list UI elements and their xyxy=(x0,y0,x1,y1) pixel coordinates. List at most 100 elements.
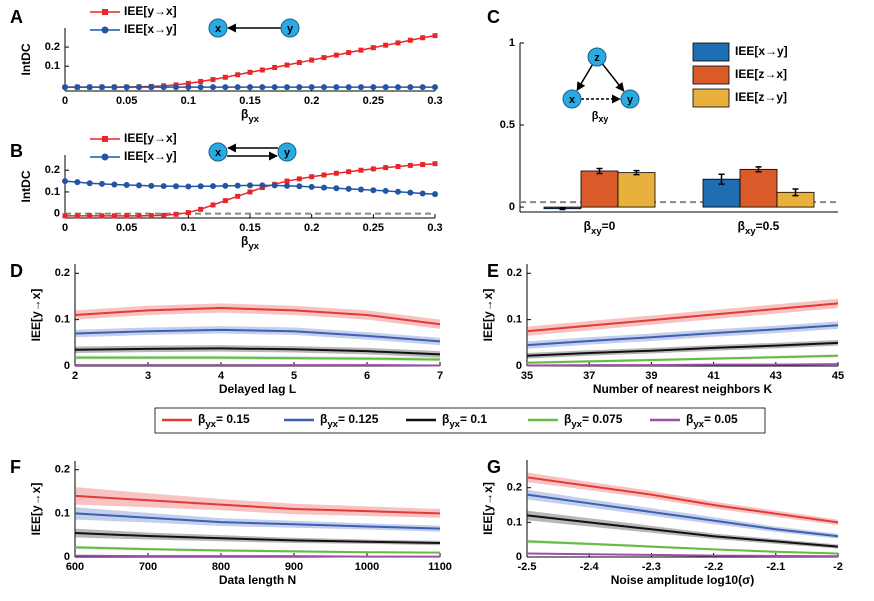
y-tick-label: 0.1 xyxy=(55,314,70,326)
marker xyxy=(358,84,364,91)
marker xyxy=(370,187,377,194)
marker xyxy=(284,84,290,91)
marker xyxy=(345,185,352,192)
text-part: xy xyxy=(598,114,608,124)
marker xyxy=(173,84,179,91)
text-part: =0.5 xyxy=(756,219,780,233)
legend-marker xyxy=(102,9,108,15)
diagram-node xyxy=(620,89,640,109)
marker xyxy=(321,55,327,61)
panel-label: A xyxy=(10,7,23,27)
diagram-node-label: x xyxy=(569,94,576,106)
marker xyxy=(370,166,376,172)
diagram-node-label: y xyxy=(284,147,291,159)
marker xyxy=(309,174,315,180)
text-part: yx xyxy=(205,419,216,430)
marker xyxy=(123,84,130,91)
x-tick-label: 7 xyxy=(437,370,443,382)
series-line xyxy=(74,347,441,356)
marker xyxy=(296,84,303,91)
y-tick-label: 1 xyxy=(509,37,515,49)
text-part: yx xyxy=(248,114,259,125)
marker xyxy=(185,84,192,91)
text-part: = 0.1 xyxy=(460,412,487,426)
text-part: β xyxy=(592,110,599,122)
x-tick-label: 800 xyxy=(212,561,230,573)
error-bar xyxy=(559,207,566,211)
x-tick-label: 0 xyxy=(62,95,68,107)
legend-marker xyxy=(101,153,109,161)
legend-swatch xyxy=(692,42,730,62)
marker xyxy=(358,186,364,193)
diagram-node xyxy=(208,142,228,162)
marker xyxy=(296,176,302,182)
marker xyxy=(420,162,426,168)
marker xyxy=(383,165,389,171)
x-tick-label: 0.15 xyxy=(239,222,260,234)
marker xyxy=(222,182,229,189)
diagram-node-label: z xyxy=(594,52,600,64)
diagram-arrow xyxy=(576,64,594,92)
text-part: = 0.125 xyxy=(338,412,379,426)
marker xyxy=(432,161,438,167)
x-tick-label: -2.2 xyxy=(704,561,723,573)
marker xyxy=(197,183,204,190)
legend-label: βyx= 0.05 xyxy=(686,412,738,429)
marker xyxy=(383,42,389,48)
marker xyxy=(419,190,426,197)
x-tick-label: 0.25 xyxy=(363,222,384,234)
marker xyxy=(346,169,352,175)
text-part: yx xyxy=(693,419,704,430)
error-bar xyxy=(718,173,725,185)
x-tick-label: 41 xyxy=(707,370,719,382)
x-tick-label: 0.1 xyxy=(181,95,196,107)
marker xyxy=(235,193,241,199)
marker xyxy=(198,78,204,84)
y-axis-label: IEE[y→x] xyxy=(481,482,495,535)
x-axis-label: βyx xyxy=(241,234,260,251)
marker xyxy=(321,84,327,91)
x-tick-label: 5 xyxy=(291,370,297,382)
series-line xyxy=(526,363,839,367)
marker xyxy=(62,213,68,219)
y-tick-label: 0.2 xyxy=(45,41,60,53)
marker xyxy=(321,184,327,191)
series-line xyxy=(74,532,441,545)
marker xyxy=(136,84,142,91)
y-tick-label: 0.2 xyxy=(507,267,522,279)
marker xyxy=(222,198,228,204)
y-tick-label: 0 xyxy=(64,360,70,372)
y-axis-label: IntDC xyxy=(19,170,33,202)
x-tick-label: -2.4 xyxy=(580,561,600,573)
diagram-arrow xyxy=(601,63,625,92)
diagram-node xyxy=(587,47,607,67)
y-tick-label: 0 xyxy=(516,551,522,563)
panel-label: D xyxy=(10,261,23,281)
x-tick-label: 900 xyxy=(285,561,303,573)
diagram-node xyxy=(280,18,300,38)
marker xyxy=(259,84,266,91)
legend-label: IEE[x→y] xyxy=(735,44,788,58)
y-axis-label: IEE[y→x] xyxy=(481,289,495,342)
marker xyxy=(173,211,179,217)
marker xyxy=(284,178,290,184)
panel-label: F xyxy=(10,457,21,477)
marker xyxy=(407,84,414,91)
marker xyxy=(210,84,216,91)
series-line xyxy=(526,514,839,548)
text-part: xy xyxy=(745,226,756,237)
marker xyxy=(185,80,191,86)
marker xyxy=(210,77,216,83)
marker xyxy=(87,213,93,219)
x-tick-label: 700 xyxy=(139,561,157,573)
x-tick-label: 0.2 xyxy=(304,95,319,107)
marker xyxy=(420,35,426,41)
y-tick-label: 0.1 xyxy=(45,60,60,72)
diagram-node xyxy=(562,89,582,109)
legend-label: IEE[y→x] xyxy=(124,4,177,18)
y-tick-label: 0 xyxy=(64,551,70,563)
panel-label: E xyxy=(487,261,499,281)
marker xyxy=(62,84,68,91)
error-band xyxy=(75,326,440,346)
marker xyxy=(284,62,290,68)
